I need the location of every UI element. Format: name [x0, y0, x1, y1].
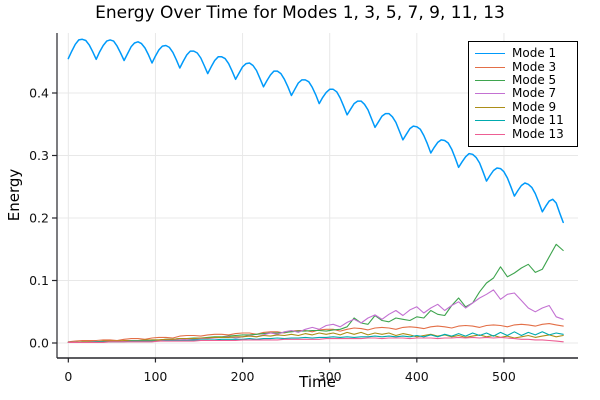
legend-line-sample [475, 79, 505, 81]
legend-line-sample [475, 133, 505, 135]
x-tick-label: 100 [144, 369, 168, 384]
legend-item-label: Mode 13 [512, 126, 564, 141]
legend-item-mode-7: Mode 7 [475, 87, 573, 100]
x-tick-label: 500 [492, 369, 516, 384]
legend-item-mode-11: Mode 11 [475, 114, 573, 127]
legend-item-mode-13: Mode 13 [475, 127, 573, 140]
legend-line-sample [475, 106, 505, 108]
series-line-mode-7 [67, 289, 564, 343]
x-tick-label: 200 [231, 369, 255, 384]
legend-item-mode-5: Mode 5 [475, 72, 573, 87]
y-tick-label: 0.4 [29, 86, 49, 101]
legend: Mode 1 Mode 3 Mode 5 Mode 7 Mode 9 Mode 11 Mod… [468, 41, 578, 147]
legend-line-sample [475, 66, 505, 68]
legend-item-label: Mode 1 [512, 46, 557, 61]
y-tick-label: 0.1 [29, 273, 49, 288]
legend-item-label: Mode 3 [512, 59, 557, 74]
legend-line-sample [475, 53, 505, 55]
y-tick-label: 0.2 [29, 211, 49, 226]
y-tick-label: 0.0 [29, 336, 49, 351]
x-tick-label: 0 [64, 369, 72, 384]
x-tick-label: 300 [318, 369, 342, 384]
y-axis-label: Energy [5, 168, 23, 222]
legend-item-mode-9: Mode 9 [475, 99, 573, 114]
legend-item-mode-3: Mode 3 [475, 60, 573, 73]
legend-line-sample [475, 120, 505, 122]
legend-item-label: Mode 9 [512, 99, 557, 114]
x-tick-label: 400 [405, 369, 429, 384]
series-line-mode-1 [67, 38, 564, 224]
y-tick-label: 0.3 [29, 148, 49, 163]
x-axis-label: Time [299, 373, 336, 391]
legend-item-label: Mode 11 [512, 113, 564, 128]
chart-title: Energy Over Time for Modes 1, 3, 5, 7, 9… [95, 3, 505, 23]
legend-line-sample [475, 93, 505, 95]
legend-item-label: Mode 5 [512, 72, 557, 87]
legend-item-mode-1: Mode 1 [475, 47, 573, 60]
legend-item-label: Mode 7 [512, 86, 557, 101]
series-line-mode-11 [67, 331, 564, 343]
series-line-mode-13 [67, 336, 564, 343]
